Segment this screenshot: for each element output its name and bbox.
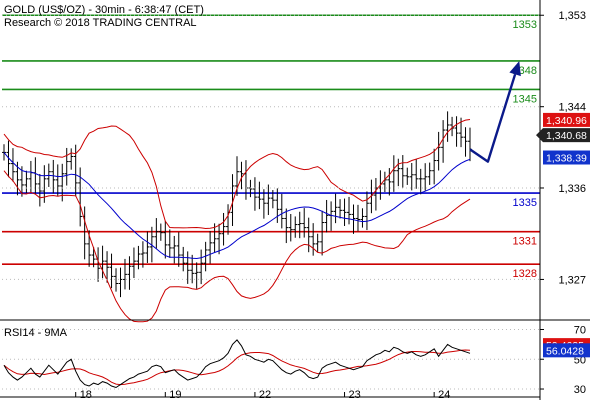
forecast-arrow-head [509,60,521,77]
rsi-panel: 70503059.462556.0428 [2,324,590,396]
x-tick-label: 23 [349,389,361,400]
moving-average-line [3,152,471,260]
rsi-title: RSI14 - 9MA [4,327,68,339]
x-tick-label: 18 [80,389,92,400]
level-label: 1328 [513,268,537,280]
chart-title: GOLD (US$/OZ) - 30min - 6:38:47 (CET) [4,4,204,16]
forecast-arrow-line [469,73,517,163]
bollinger-lower-line [3,170,471,323]
level-label: 1345 [513,93,537,105]
y-tick-label: 1,336 [558,183,586,195]
x-tick-label: 24 [438,389,450,400]
rsi-ma-line [3,349,471,386]
price-tag-label: 1,340.96 [546,115,587,127]
bollinger-upper-line [3,119,471,230]
price-tag-label: 1,338.39 [546,153,587,165]
level-label: 1335 [513,197,537,209]
level-label: 1331 [513,236,537,248]
price-tag-pointer [536,128,543,143]
rsi-line [3,339,471,389]
y-tick-label: 1,353 [558,10,586,22]
price-tag [543,112,590,127]
x-tick-label: 19 [169,389,181,400]
rsi-y-tick-label: 30 [574,384,586,396]
level-label: 1353 [513,19,537,31]
rsi-y-tick-label: 70 [574,324,586,336]
price-tag-label: 1,340.68 [546,130,587,142]
y-tick-label: 1,344 [558,102,586,114]
price-tag [543,150,590,165]
x-tick-label: 22 [259,389,271,400]
y-tick-label: 1,327 [558,274,586,286]
chart-credit: Research © 2018 TRADING CENTRAL [4,17,197,29]
rsi-tag [543,343,590,358]
rsi-tag-label: 56.0428 [546,345,584,357]
price-tag [543,128,590,143]
